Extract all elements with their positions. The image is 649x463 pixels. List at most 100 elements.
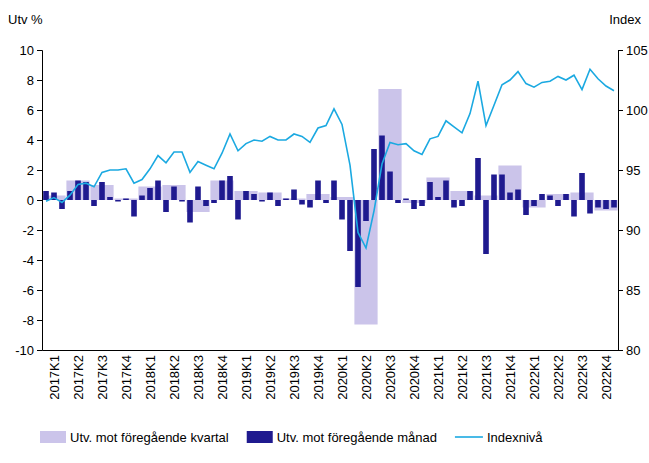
tick-label: 2021K2 — [455, 355, 470, 400]
tick: 100 — [618, 103, 648, 118]
month-bar — [603, 200, 609, 209]
tick: 2019K3 — [287, 350, 302, 400]
month-bar — [219, 181, 225, 201]
month-bar — [123, 199, 129, 201]
tick-mark — [37, 170, 42, 171]
tick: 10 — [20, 43, 42, 58]
legend-item: Utv. mot föregående kvartal — [40, 430, 229, 445]
tick-label: 2019K4 — [311, 355, 326, 400]
tick-label: 2019K1 — [239, 355, 254, 400]
tick-label: 2017K1 — [47, 355, 62, 400]
tick: 2019K4 — [311, 350, 326, 400]
month-bar — [163, 200, 169, 212]
tick: -8 — [22, 313, 42, 328]
tick-mark — [37, 260, 42, 261]
month-bar — [483, 200, 489, 254]
tick: 2018K2 — [167, 350, 182, 400]
month-bar — [267, 193, 273, 201]
chart: -10-8-6-4-20246810808590951001052017K120… — [0, 0, 649, 463]
legend-swatch — [40, 431, 66, 443]
legend-swatch — [455, 436, 483, 438]
tick-mark — [37, 230, 42, 231]
tick: 2018K3 — [191, 350, 206, 400]
month-bar — [139, 196, 145, 201]
month-bar — [339, 200, 345, 220]
tick: 8 — [27, 73, 42, 88]
tick: 2021K2 — [455, 350, 470, 400]
tick-label: 10 — [20, 43, 34, 58]
tick-mark — [37, 290, 42, 291]
month-bar — [227, 176, 233, 200]
tick: -6 — [22, 283, 42, 298]
tick: 2 — [27, 163, 42, 178]
month-bar — [563, 194, 569, 200]
tick: 2022K4 — [599, 350, 614, 400]
index-line — [46, 69, 614, 248]
month-bar — [539, 194, 545, 200]
month-bar — [243, 191, 249, 200]
legend-swatch — [247, 431, 273, 443]
month-bar — [323, 200, 329, 203]
tick: 2021K3 — [479, 350, 494, 400]
legend: Utv. mot föregående kvartal Utv. mot före… — [40, 430, 543, 445]
tick: -2 — [22, 223, 42, 238]
tick-mark — [37, 140, 42, 141]
tick-label: -6 — [22, 283, 34, 298]
month-bar — [131, 200, 137, 217]
tick-mark — [618, 230, 623, 231]
month-bar — [331, 181, 337, 201]
quarter-bar — [258, 193, 281, 201]
tick-mark — [37, 110, 42, 111]
bar-series — [42, 89, 617, 325]
tick: 2020K3 — [383, 350, 398, 400]
tick: 2020K4 — [407, 350, 422, 400]
tick-label: 85 — [626, 283, 640, 298]
tick-label: 2017K4 — [119, 355, 134, 400]
month-bar — [291, 190, 297, 201]
tick-label: -8 — [22, 313, 34, 328]
tick-label: 90 — [626, 223, 640, 238]
tick: 90 — [618, 223, 640, 238]
tick: 0 — [27, 193, 42, 208]
tick: 105 — [618, 43, 648, 58]
month-bar — [411, 200, 417, 209]
month-bar — [235, 200, 241, 220]
legend-item: Utv. mot föregående månad — [247, 430, 437, 445]
month-bar — [211, 200, 217, 203]
tick: 80 — [618, 343, 640, 358]
month-bar — [451, 200, 457, 208]
legend-label: Indexnivå — [487, 430, 543, 445]
month-bar — [371, 149, 377, 200]
bar-series — [43, 136, 617, 288]
month-bar — [467, 191, 473, 200]
quarter-bar — [498, 166, 521, 201]
tick: 2020K1 — [335, 350, 350, 400]
tick-label: 2022K4 — [599, 355, 614, 400]
month-bar — [115, 200, 121, 202]
month-bar — [171, 187, 177, 201]
tick-label: 2022K3 — [575, 355, 590, 400]
y-axis-title: Utv % — [8, 12, 43, 27]
month-bar — [523, 200, 529, 215]
month-bar — [251, 194, 257, 200]
month-bar — [443, 181, 449, 201]
tick-label: -4 — [22, 253, 34, 268]
month-bar — [587, 200, 593, 214]
month-bar — [403, 199, 409, 201]
legend-item: Indexnivå — [455, 430, 543, 445]
tick-label: 105 — [626, 43, 648, 58]
month-bar — [555, 200, 561, 206]
month-bar — [315, 181, 321, 201]
month-bar — [203, 200, 209, 206]
month-bar — [547, 196, 553, 201]
tick-mark — [618, 110, 623, 111]
tick: 85 — [618, 283, 640, 298]
legend-label: Utv. mot föregående kvartal — [70, 430, 229, 445]
tick: 6 — [27, 103, 42, 118]
tick-label: 2020K1 — [335, 355, 350, 400]
month-bar — [91, 200, 97, 206]
tick-label: 2019K2 — [263, 355, 278, 400]
month-bar — [299, 200, 305, 205]
quarter-bar — [162, 185, 185, 200]
tick-mark — [37, 80, 42, 81]
